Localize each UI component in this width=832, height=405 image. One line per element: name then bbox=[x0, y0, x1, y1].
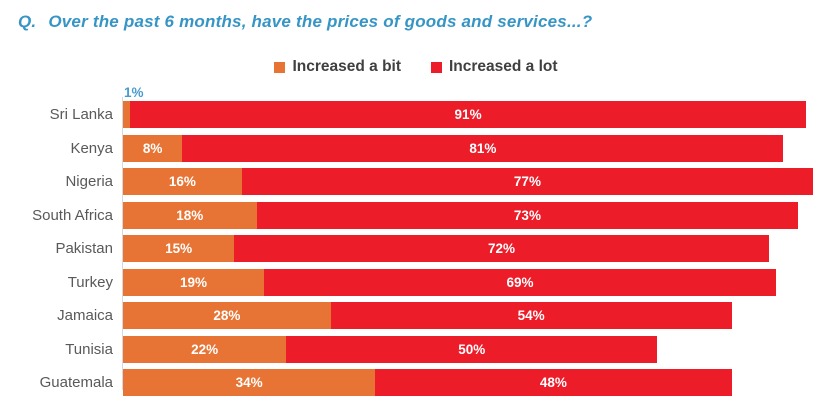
bar-group: 16% 77% bbox=[123, 168, 828, 195]
category-label: Guatemala bbox=[39, 374, 113, 391]
chart-row: Guatemala 34% 48% bbox=[0, 369, 832, 403]
bar-value-label: 28% bbox=[213, 308, 241, 323]
bar-segment-bit: 8% bbox=[123, 134, 183, 162]
bar-value-label: 77% bbox=[513, 174, 541, 189]
chart: Sri Lanka 1% 91% Kenya 8% 81% Nigeria 16% 77% Sou… bbox=[0, 85, 832, 403]
legend-swatch-red-icon bbox=[431, 61, 442, 73]
bar-value-label: 54% bbox=[517, 308, 545, 323]
chart-row: South Africa 18% 73% bbox=[0, 201, 832, 236]
bar-value-label: 16% bbox=[168, 174, 196, 189]
bar-value-label: 19% bbox=[179, 274, 208, 290]
legend: Increased a bit Increased a lot bbox=[0, 58, 832, 76]
bar-value-label: 81% bbox=[469, 140, 497, 156]
category-label: Turkey bbox=[67, 273, 113, 291]
bar-value-label: 34% bbox=[235, 375, 263, 390]
category-label: Kenya bbox=[70, 139, 113, 157]
bar-segment-lot: 91% bbox=[130, 101, 806, 128]
bar-group: 1% 91% bbox=[123, 85, 828, 128]
bar-segment-bit: 28% bbox=[123, 302, 331, 329]
chart-title: Q. Over the past 6 months, have the price… bbox=[18, 12, 592, 32]
category-label: Nigeria bbox=[65, 173, 113, 190]
y-axis-line bbox=[122, 97, 123, 390]
bar-segment-lot: 81% bbox=[182, 134, 784, 162]
bar-value-label: 22% bbox=[191, 341, 219, 357]
bar-value-label: 69% bbox=[506, 274, 534, 290]
question-text: Over the past 6 months, have the prices … bbox=[48, 12, 593, 31]
bar-segment-lot: 50% bbox=[286, 335, 658, 363]
bar-segment-bit bbox=[123, 101, 131, 128]
bar-value-label: 15% bbox=[165, 241, 193, 256]
bar-segment-lot: 69% bbox=[264, 268, 777, 296]
bar-segment-lot: 54% bbox=[330, 302, 732, 329]
chart-row: Tunisia 22% 50% bbox=[0, 335, 832, 370]
bar-segment-bit: 34% bbox=[123, 369, 376, 396]
bar-value-label-outside: 1% bbox=[124, 85, 144, 100]
bar-value-label: 50% bbox=[458, 341, 486, 357]
bar-segment-lot: 48% bbox=[375, 369, 732, 396]
chart-row: Kenya 8% 81% bbox=[0, 134, 832, 169]
bar-segment-lot: 73% bbox=[256, 201, 799, 229]
chart-row: Sri Lanka 1% 91% bbox=[0, 85, 832, 135]
legend-label: Increased a lot bbox=[449, 58, 558, 75]
bar-group: 34% 48% bbox=[123, 369, 828, 396]
bar-group: 28% 54% bbox=[123, 302, 828, 329]
bar-value-label: 91% bbox=[454, 107, 482, 122]
bar-value-label: 73% bbox=[513, 207, 541, 223]
bar-value-label: 72% bbox=[487, 241, 515, 256]
category-label: Pakistan bbox=[55, 240, 113, 257]
bar-value-label: 8% bbox=[142, 140, 163, 156]
bar-group: 22% 50% bbox=[123, 335, 828, 363]
chart-row: Pakistan 15% 72% bbox=[0, 235, 832, 269]
bar-segment-bit: 18% bbox=[123, 201, 257, 229]
bar-segment-bit: 19% bbox=[123, 268, 264, 296]
bar-group: 8% 81% bbox=[123, 134, 828, 162]
chart-rows: Sri Lanka 1% 91% Kenya 8% 81% Nigeria 16% 77% Sou… bbox=[0, 85, 832, 403]
legend-swatch-orange-icon bbox=[274, 61, 286, 73]
bar-segment-bit: 15% bbox=[123, 235, 235, 262]
bar-group: 19% 69% bbox=[123, 268, 828, 296]
legend-item-increased-a-bit: Increased a bit bbox=[274, 58, 401, 76]
bar-segment-lot: 77% bbox=[241, 168, 814, 195]
legend-item-increased-a-lot: Increased a lot bbox=[431, 58, 558, 76]
category-label: Jamaica bbox=[57, 307, 113, 324]
bar-segment-lot: 72% bbox=[234, 235, 769, 262]
category-label: Sri Lanka bbox=[49, 106, 113, 123]
bar-group: 18% 73% bbox=[123, 201, 828, 229]
bar-group: 15% 72% bbox=[123, 235, 828, 262]
category-label: Tunisia bbox=[65, 340, 113, 358]
question-prefix: Q. bbox=[18, 12, 37, 31]
chart-row: Nigeria 16% 77% bbox=[0, 168, 832, 202]
chart-row: Jamaica 28% 54% bbox=[0, 302, 832, 336]
bar-segment-bit: 16% bbox=[123, 168, 242, 195]
bar-value-label: 48% bbox=[539, 375, 567, 390]
chart-row: Turkey 19% 69% bbox=[0, 268, 832, 303]
bar-value-label: 18% bbox=[176, 207, 204, 223]
category-label: South Africa bbox=[32, 206, 113, 224]
bar-segment-bit: 22% bbox=[123, 335, 287, 363]
legend-label: Increased a bit bbox=[292, 58, 401, 75]
